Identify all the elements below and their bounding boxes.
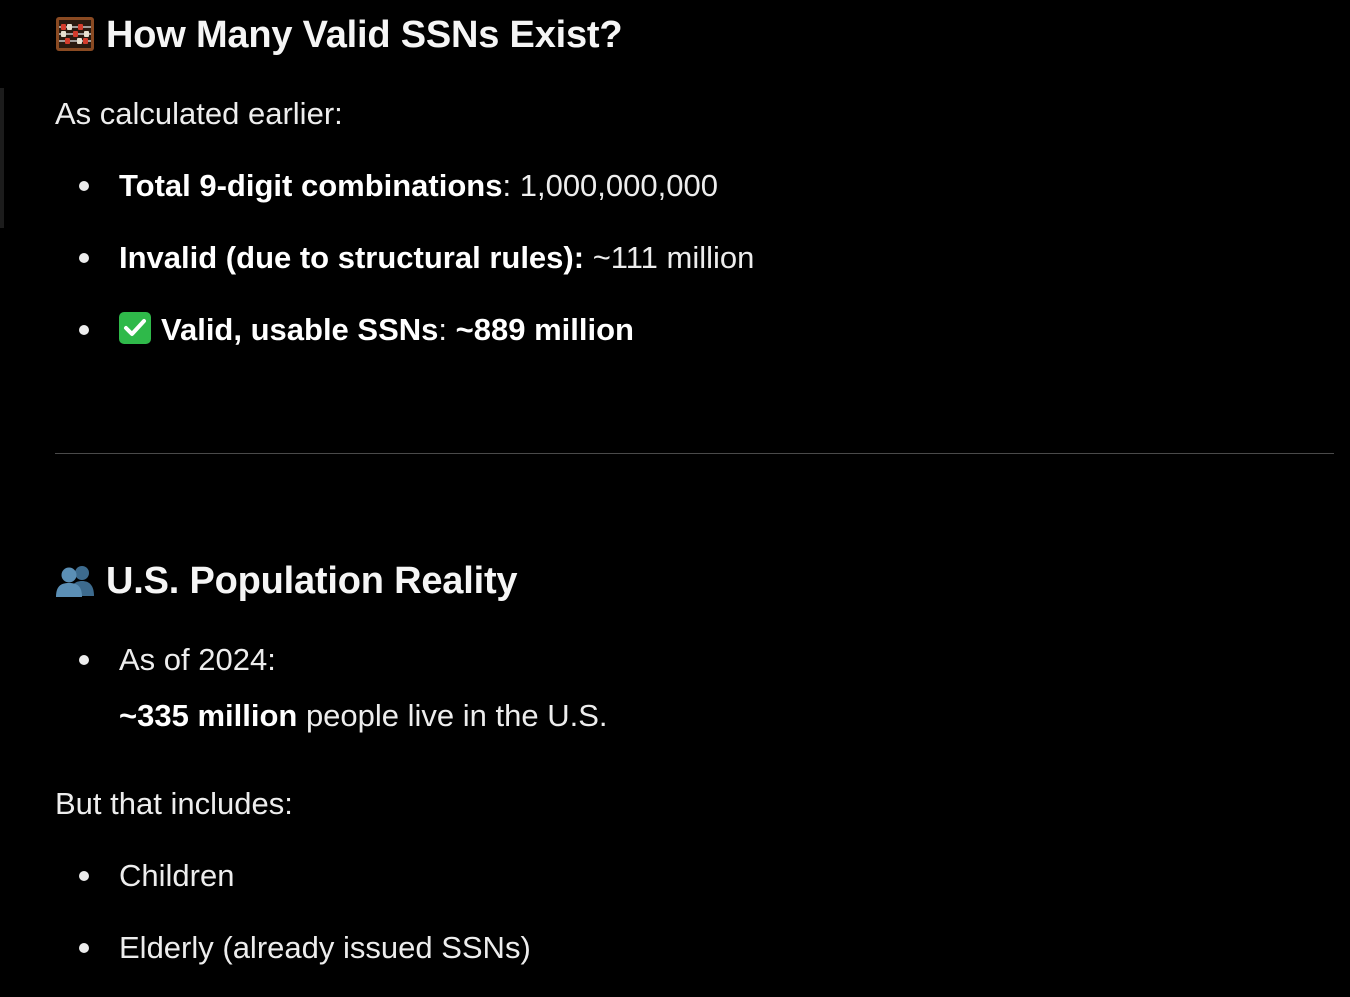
item-value: 1,000,000,000 bbox=[519, 168, 718, 203]
item-label: Valid, usable SSNs bbox=[161, 312, 439, 347]
item-label: Invalid (due to structural rules): bbox=[119, 240, 585, 275]
busts-in-silhouette-icon bbox=[55, 562, 95, 598]
bullet-dot bbox=[79, 943, 89, 953]
section-divider bbox=[55, 453, 1334, 454]
bullet-dot bbox=[79, 325, 89, 335]
list-item: Invalid (due to structural rules): ~111 … bbox=[55, 235, 754, 307]
item-text: As of 2024: bbox=[119, 642, 276, 677]
check-mark-button-icon bbox=[119, 312, 151, 344]
bullet-dot bbox=[79, 871, 89, 881]
left-edge-panel bbox=[0, 88, 4, 228]
population-list: As of 2024: ~335 million people live in … bbox=[55, 638, 608, 738]
intro-paragraph: As calculated earlier: bbox=[55, 96, 343, 131]
includes-list: Children Elderly (already issued SSNs) bbox=[55, 853, 531, 997]
item-text: Elderly (already issued SSNs) bbox=[119, 930, 531, 965]
heading-text: How Many Valid SSNs Exist? bbox=[106, 14, 623, 56]
section-heading-population: U.S. Population Reality bbox=[55, 560, 518, 603]
heading-text: U.S. Population Reality bbox=[106, 560, 518, 602]
paragraph-includes: But that includes: bbox=[55, 786, 293, 821]
item-value: ~889 million bbox=[455, 312, 634, 347]
list-item: Total 9-digit combinations: 1,000,000,00… bbox=[55, 163, 754, 235]
item-label: Total 9-digit combinations bbox=[119, 168, 503, 203]
item-value: ~111 million bbox=[592, 240, 755, 275]
item-continuation: ~335 million people live in the U.S. bbox=[119, 698, 608, 733]
list-item: Elderly (already issued SSNs) bbox=[55, 925, 531, 997]
list-item: As of 2024: ~335 million people live in … bbox=[55, 638, 608, 738]
list-item: Valid, usable SSNs: ~889 million bbox=[55, 307, 754, 379]
list-item: Children bbox=[55, 853, 531, 925]
ssn-stats-list: Total 9-digit combinations: 1,000,000,00… bbox=[55, 163, 754, 379]
bullet-dot bbox=[79, 655, 89, 665]
section-heading-valid-ssns: How Many Valid SSNs Exist? bbox=[55, 14, 623, 57]
bullet-dot bbox=[79, 181, 89, 191]
item-text: Children bbox=[119, 858, 235, 893]
bullet-dot bbox=[79, 253, 89, 263]
abacus-icon bbox=[55, 16, 95, 52]
